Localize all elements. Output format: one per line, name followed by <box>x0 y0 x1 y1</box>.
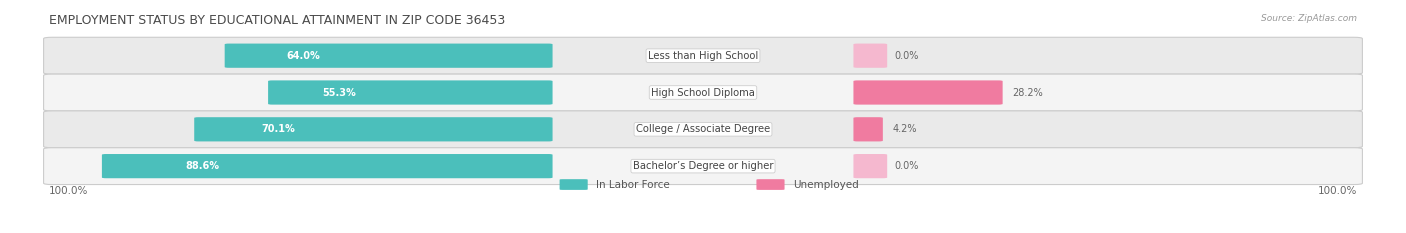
Text: 100.0%: 100.0% <box>49 186 89 196</box>
Text: 70.1%: 70.1% <box>262 124 295 134</box>
FancyBboxPatch shape <box>853 44 887 68</box>
Text: Less than High School: Less than High School <box>648 51 758 61</box>
FancyBboxPatch shape <box>225 44 553 68</box>
FancyBboxPatch shape <box>756 179 785 190</box>
FancyBboxPatch shape <box>269 80 553 105</box>
Text: Bachelor’s Degree or higher: Bachelor’s Degree or higher <box>633 161 773 171</box>
Text: 0.0%: 0.0% <box>894 51 918 61</box>
FancyBboxPatch shape <box>44 111 1362 148</box>
FancyBboxPatch shape <box>44 37 1362 74</box>
FancyBboxPatch shape <box>853 117 883 141</box>
FancyBboxPatch shape <box>44 148 1362 185</box>
Text: 64.0%: 64.0% <box>287 51 321 61</box>
Text: 4.2%: 4.2% <box>893 124 917 134</box>
FancyBboxPatch shape <box>853 154 887 178</box>
FancyBboxPatch shape <box>853 80 1002 105</box>
FancyBboxPatch shape <box>560 179 588 190</box>
Text: EMPLOYMENT STATUS BY EDUCATIONAL ATTAINMENT IN ZIP CODE 36453: EMPLOYMENT STATUS BY EDUCATIONAL ATTAINM… <box>49 14 506 27</box>
FancyBboxPatch shape <box>194 117 553 141</box>
Text: 0.0%: 0.0% <box>894 161 918 171</box>
Text: In Labor Force: In Labor Force <box>596 180 669 189</box>
Text: College / Associate Degree: College / Associate Degree <box>636 124 770 134</box>
FancyBboxPatch shape <box>44 74 1362 111</box>
Text: Source: ZipAtlas.com: Source: ZipAtlas.com <box>1261 14 1357 23</box>
Text: High School Diploma: High School Diploma <box>651 88 755 97</box>
Text: 55.3%: 55.3% <box>322 88 356 97</box>
Text: Unemployed: Unemployed <box>793 180 859 189</box>
Text: 88.6%: 88.6% <box>186 161 219 171</box>
FancyBboxPatch shape <box>101 154 553 178</box>
Text: 100.0%: 100.0% <box>1317 186 1357 196</box>
Text: 28.2%: 28.2% <box>1012 88 1043 97</box>
